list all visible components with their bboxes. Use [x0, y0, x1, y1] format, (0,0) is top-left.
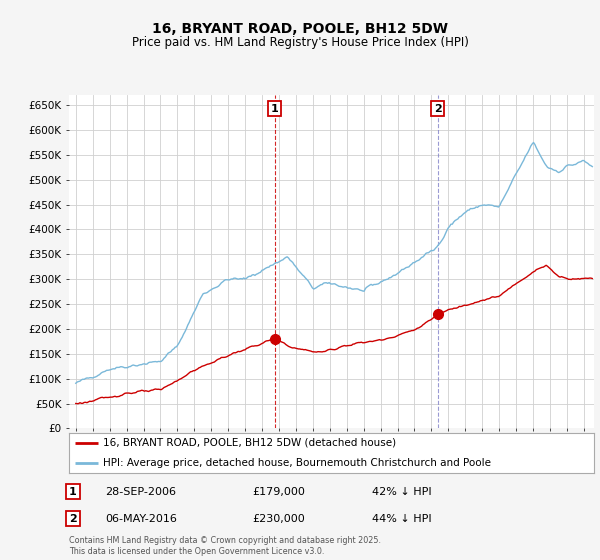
Text: 28-SEP-2006: 28-SEP-2006	[105, 487, 176, 497]
Text: 44% ↓ HPI: 44% ↓ HPI	[372, 514, 431, 524]
Text: 42% ↓ HPI: 42% ↓ HPI	[372, 487, 431, 497]
Text: 1: 1	[69, 487, 77, 497]
Text: Price paid vs. HM Land Registry's House Price Index (HPI): Price paid vs. HM Land Registry's House …	[131, 36, 469, 49]
Text: HPI: Average price, detached house, Bournemouth Christchurch and Poole: HPI: Average price, detached house, Bour…	[103, 458, 491, 468]
Text: Contains HM Land Registry data © Crown copyright and database right 2025.
This d: Contains HM Land Registry data © Crown c…	[69, 536, 381, 556]
Text: 2: 2	[69, 514, 77, 524]
Text: 06-MAY-2016: 06-MAY-2016	[105, 514, 177, 524]
Text: £179,000: £179,000	[252, 487, 305, 497]
Text: 2: 2	[434, 104, 442, 114]
Text: 16, BRYANT ROAD, POOLE, BH12 5DW (detached house): 16, BRYANT ROAD, POOLE, BH12 5DW (detach…	[103, 438, 396, 448]
Text: 1: 1	[271, 104, 278, 114]
Text: 16, BRYANT ROAD, POOLE, BH12 5DW: 16, BRYANT ROAD, POOLE, BH12 5DW	[152, 22, 448, 36]
Text: £230,000: £230,000	[252, 514, 305, 524]
